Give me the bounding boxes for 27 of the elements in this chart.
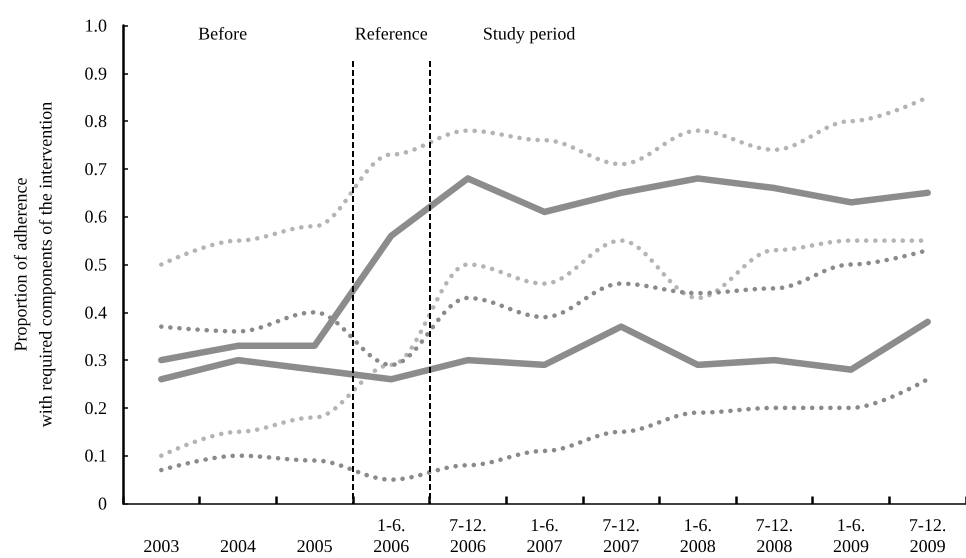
y-tick-label: 0.7 bbox=[84, 158, 107, 179]
x-tick-label: 1-6. 2006 bbox=[373, 515, 410, 556]
x-tick-label: 1-6. 2008 bbox=[680, 515, 716, 556]
y-tick-label: 0.8 bbox=[84, 111, 107, 132]
y-tick-label: 0.2 bbox=[84, 398, 107, 418]
x-tick-label: 1-6. 2007 bbox=[526, 515, 562, 556]
annotation: Before bbox=[198, 24, 248, 44]
y-tick-label: 0.5 bbox=[84, 254, 107, 274]
annotation: Study period bbox=[482, 24, 576, 44]
x-tick-label: 7-12. 2008 bbox=[756, 515, 794, 556]
x-tick-label: 2004 bbox=[220, 536, 256, 556]
x-tick-label: 7-12. 2007 bbox=[602, 515, 640, 556]
x-tick-label: 2003 bbox=[143, 536, 180, 556]
y-tick-label: 0 bbox=[98, 494, 107, 514]
x-tick-label: 7-12. 2006 bbox=[449, 515, 487, 556]
x-tick-label: 2005 bbox=[296, 536, 333, 556]
y-axis-title: Proportion of adherence with required components of the intervention bbox=[10, 102, 56, 428]
line-series bbox=[159, 376, 930, 482]
y-tick-label: 0.6 bbox=[84, 206, 107, 227]
y-tick-label: 0.1 bbox=[84, 446, 107, 466]
annotation: Reference bbox=[354, 24, 428, 44]
x-tick-label: 1-6. 2009 bbox=[833, 515, 870, 556]
y-tick-label: 0.3 bbox=[84, 350, 107, 370]
x-tick-label: 7-12. 2009 bbox=[908, 515, 946, 556]
y-tick-label: 0.9 bbox=[84, 63, 107, 84]
y-tick-label: 0.4 bbox=[84, 302, 107, 322]
y-tick-label: 1.0 bbox=[84, 16, 107, 36]
